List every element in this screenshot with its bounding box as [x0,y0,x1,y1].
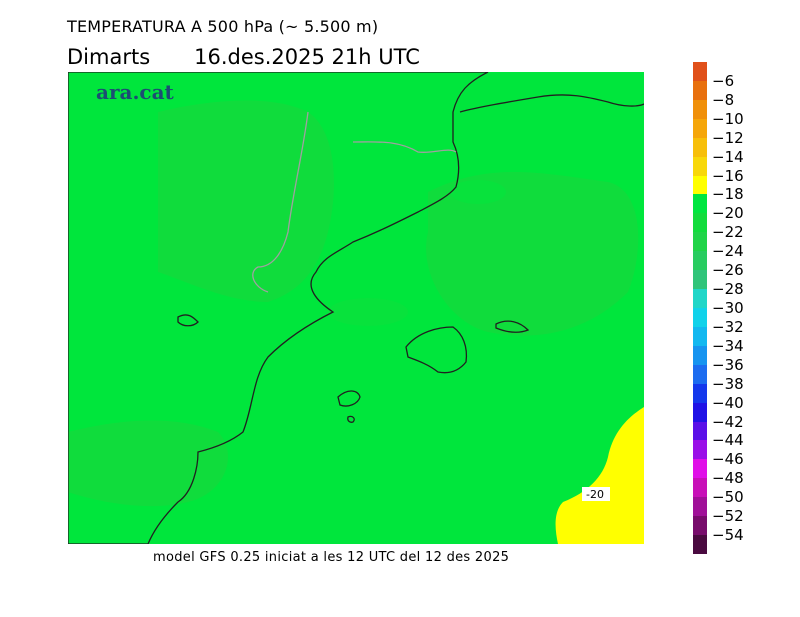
colorbar-swatch [693,156,707,177]
colorbar-swatch [693,213,707,233]
colorbar-label: −50 [712,488,744,507]
colorbar-swatch [693,175,707,195]
coastline-iberia [68,72,489,544]
colorbar-swatch [693,364,707,385]
colorbar-label: −18 [712,185,744,204]
colorbar-swatch [693,270,707,290]
colorbar-swatch [693,194,707,214]
colorbar-label: −22 [712,223,744,242]
colorbar-label: −42 [712,412,744,431]
colorbar-label: −32 [712,317,744,336]
colorbar-label: −8 [712,90,735,109]
island-menorca [495,320,530,333]
colorbar-label: −14 [712,147,744,166]
border-line [252,111,309,293]
colorbar-swatch [693,440,707,460]
colorbar-label: −44 [712,431,744,450]
colorbar-swatch [693,459,707,479]
colorbar-label: −20 [712,204,744,223]
model-info: model GFS 0.25 iniciat a les 12 UTC del … [153,550,510,565]
band-darker-2 [426,172,639,336]
colorbar-swatch [693,80,707,101]
band-darker-1 [158,100,334,302]
colorbar-swatch [693,118,707,139]
colorbar-swatch [693,232,707,252]
datetime: 16.des.2025 21h UTC [194,45,420,69]
colorbar-label: −46 [712,450,744,469]
island-ibiza [337,390,361,407]
colorbar-swatch [693,535,707,555]
temperature-map: -20 ara.cat [68,72,644,544]
coast-detail [177,314,199,327]
colorbar-label: −48 [712,469,744,488]
colorbar-swatch [693,516,707,536]
colorbar-label: −26 [712,261,744,280]
colorbar-swatch [693,478,707,498]
island-formentera [347,415,355,423]
map-svg: -20 [68,72,644,544]
map-title: TEMPERATURA A 500 hPa (~ 5.500 m) [67,17,379,36]
colorbar-label: −34 [712,336,744,355]
colorbar-label: −24 [712,242,744,261]
colorbar-swatch [693,326,707,347]
colorbar-swatch [693,345,707,366]
colorbar-swatch [693,62,707,82]
colorbar-swatch [693,99,707,120]
contour-label: -20 [586,488,604,501]
colorbar-label: −54 [712,526,744,545]
band-spot-2 [450,180,506,204]
band-spot [328,298,408,326]
colorbar-label: −40 [712,393,744,412]
warm-area [555,407,644,544]
colorbar-label: −52 [712,507,744,526]
colorbar-swatch [693,402,707,423]
colorbar [693,62,707,555]
colorbar-swatch [693,383,707,404]
colorbar-label: −16 [712,166,744,185]
valid-time: Dimarts 16.des.2025 21h UTC [67,45,420,69]
colorbar-swatch [693,289,707,309]
coastline-france [459,94,644,113]
band-darker-3 [68,420,228,507]
island-mallorca [405,326,468,374]
colorbar-swatch [693,421,707,441]
border-france-spain [352,141,457,154]
colorbar-swatch [693,308,707,328]
colorbar-label: −6 [712,71,735,90]
colorbar-label: −12 [712,128,744,147]
colorbar-label: −38 [712,374,744,393]
colorbar-label: −30 [712,299,744,317]
colorbar-label: −10 [712,109,744,128]
colorbar-swatch [693,497,707,517]
colorbar-swatch [693,137,707,158]
ara-cat-logo: ara.cat [96,80,174,104]
day-name: Dimarts [67,45,151,69]
colorbar-swatch [693,251,707,271]
contour-label-bg [582,487,610,501]
colorbar-label: −28 [712,280,744,299]
colorbar-label: −36 [712,355,744,374]
